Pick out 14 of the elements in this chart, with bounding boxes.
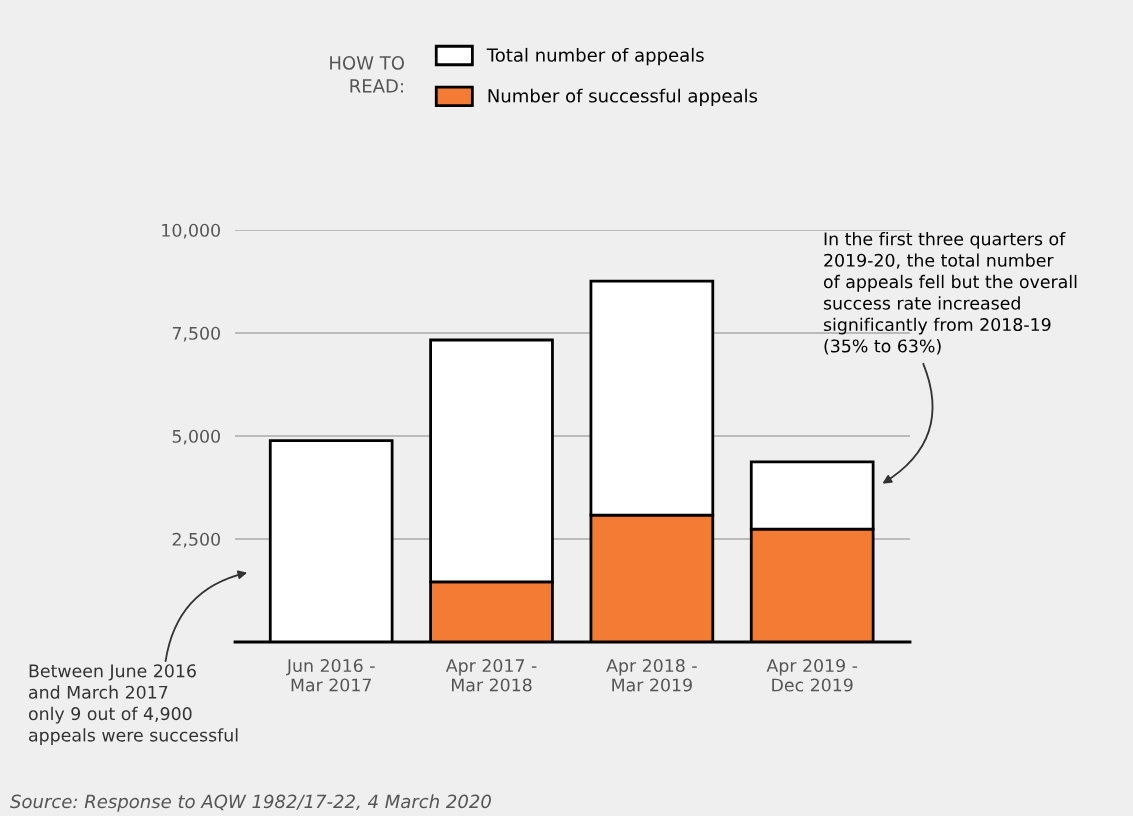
- text: Between June 2016 and March 2017 only 9 out of 4,900 appeals were successful: [28, 664, 238, 745]
- annotation: In the first three quarters of 2019-20, the total number of appeals fell but the overall success rate increased significantly from 2018-19 (35% to 63%): [823, 232, 1077, 355]
- y-tick-label: 5,000: [172, 429, 220, 445]
- x-tick-label: Apr 2018 - Mar 2019: [606, 658, 697, 692]
- y-tick-label: 10,000: [162, 223, 220, 239]
- y-tick-label: 7,500: [172, 326, 220, 342]
- legend-label: Number of successful appeals: [488, 88, 758, 107]
- x-tick-label: Apr 2019 - Dec 2019: [766, 658, 858, 692]
- legend-label: Total number of appeals: [486, 47, 704, 66]
- legend-title: HOW TO READ:: [330, 56, 404, 93]
- y-tick-label: 2,500: [172, 532, 220, 548]
- x-tick-label: Apr 2017 - Mar 2018: [445, 658, 537, 692]
- source-note: Source: Response to AQW 1982/17-22, 4 March 2020: [10, 794, 491, 812]
- x-tick-label: Jun 2016 - Mar 2017: [286, 658, 375, 692]
